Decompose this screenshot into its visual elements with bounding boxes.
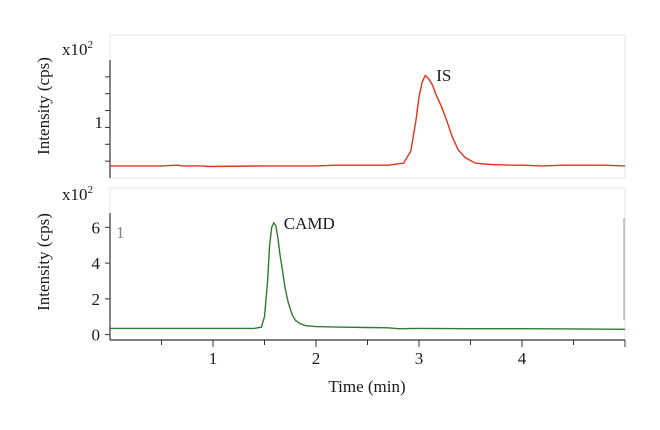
x-ticks: 1 2 3 4 xyxy=(161,340,626,368)
x-axis-label: Time (min) xyxy=(328,377,405,396)
bottom-y-axis-label: Intensity (cps) xyxy=(34,213,53,311)
bottom-y-tick-label: 0 xyxy=(92,326,101,345)
top-y-tick-label-1: 1 xyxy=(95,113,104,132)
bottom-multiplier-label: x102 xyxy=(62,184,93,204)
bottom-y-tick-label: 4 xyxy=(92,254,101,273)
is-peak-label: IS xyxy=(436,66,451,85)
top-y-ticks xyxy=(105,76,110,162)
top-panel-frame xyxy=(109,34,626,179)
x-tick-label: 4 xyxy=(518,349,527,368)
x-tick-label: 3 xyxy=(415,349,424,368)
bottom-panel-frame xyxy=(109,187,626,341)
is-trace-line xyxy=(110,74,626,168)
x-tick-label: 2 xyxy=(312,349,321,368)
top-y-axis-label: Intensity (cps) xyxy=(34,57,53,155)
camd-trace-line xyxy=(110,221,626,330)
x-tick-label: 1 xyxy=(209,349,218,368)
bottom-y-ticks: 0 2 4 6 xyxy=(92,218,110,345)
camd-peak-label: CAMD xyxy=(284,214,335,233)
bottom-y-tick-label: 2 xyxy=(92,290,101,309)
bottom-panel-index-label: 1 xyxy=(116,223,125,242)
bottom-y-tick-label: 6 xyxy=(92,218,101,237)
top-multiplier-label: x102 xyxy=(62,39,93,59)
